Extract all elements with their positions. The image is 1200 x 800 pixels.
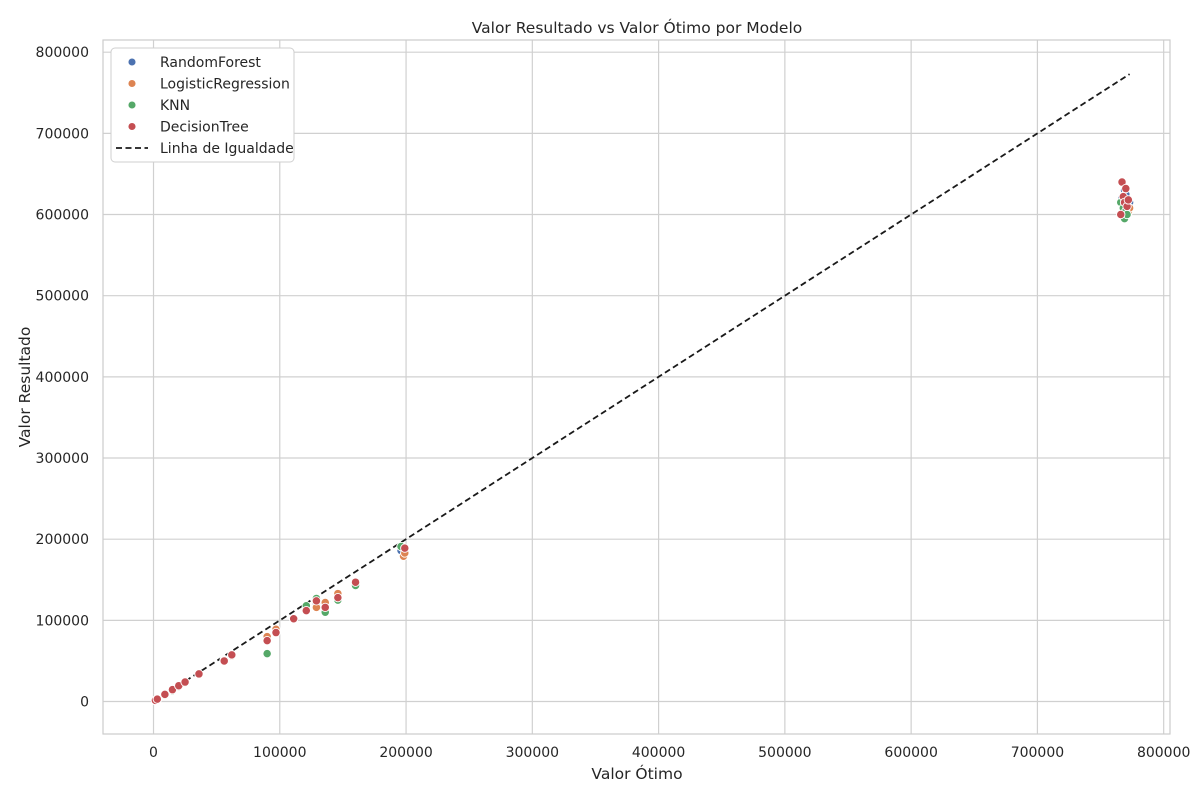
data-point (320, 602, 330, 613)
y-tick-label: 200000 (36, 532, 89, 548)
x-tick-label: 0 (149, 745, 158, 761)
y-tick-label: 100000 (36, 613, 89, 629)
legend-label: Linha de Igualdade (160, 141, 294, 157)
legend-label: KNN (160, 98, 190, 114)
legend-label: LogisticRegression (160, 77, 290, 93)
x-tick-label: 700000 (1011, 745, 1064, 761)
y-tick-label: 400000 (36, 370, 89, 386)
y-tick-label: 700000 (36, 126, 89, 142)
x-tick-label: 500000 (758, 745, 811, 761)
x-tick-label: 400000 (632, 745, 685, 761)
legend-marker (127, 100, 137, 110)
legend: RandomForest LogisticRegression KNN Decisio… (110, 47, 295, 163)
data-point (194, 669, 204, 679)
data-point (152, 694, 162, 704)
data-point (333, 592, 343, 603)
x-tick-label: 300000 (506, 745, 559, 761)
legend-marker (127, 122, 137, 131)
grid-layer (103, 40, 1170, 734)
data-point (227, 650, 237, 660)
legend-marker (127, 57, 137, 67)
data-point (311, 596, 322, 606)
series-decisiontree-points (150, 177, 1133, 706)
data-point (301, 605, 311, 616)
y-tick-label: 300000 (36, 451, 89, 467)
y-tick-label: 800000 (36, 45, 89, 61)
x-tick-label: 600000 (884, 745, 937, 761)
chart-title: Valor Resultado vs Valor Ótimo por Model… (472, 18, 803, 37)
data-point (160, 689, 170, 700)
data-point (271, 627, 281, 638)
legend-label: DecisionTree (160, 120, 249, 136)
data-point (400, 543, 410, 553)
y-tick-label: 600000 (36, 208, 89, 224)
plot-frame (102, 39, 1171, 735)
legend-box (110, 47, 295, 163)
data-point (180, 677, 190, 687)
data-point (1123, 195, 1133, 205)
data-point (1116, 209, 1126, 220)
x-tick-label: 100000 (253, 745, 306, 761)
tick-labels-layer: 0 100000 200000 300000 400000 500000 600000 700… (36, 45, 1191, 761)
legend-marker (127, 79, 137, 88)
data-point (1121, 183, 1131, 194)
y-tick-label: 0 (80, 695, 89, 711)
data-point (219, 656, 229, 666)
legend-items: RandomForest LogisticRegression KNN Decisio… (116, 55, 294, 157)
x-axis-title: Valor Ótimo (591, 764, 682, 783)
data-point (289, 614, 299, 624)
data-points-layer (150, 177, 1135, 706)
legend-label: RandomForest (160, 55, 261, 71)
data-point (262, 636, 272, 646)
data-point (350, 577, 361, 587)
x-tick-label: 800000 (1137, 745, 1190, 761)
y-axis-title: Valor Resultado (16, 327, 34, 448)
x-tick-label: 200000 (379, 745, 432, 761)
y-tick-label: 500000 (36, 289, 89, 305)
data-point (262, 648, 272, 659)
